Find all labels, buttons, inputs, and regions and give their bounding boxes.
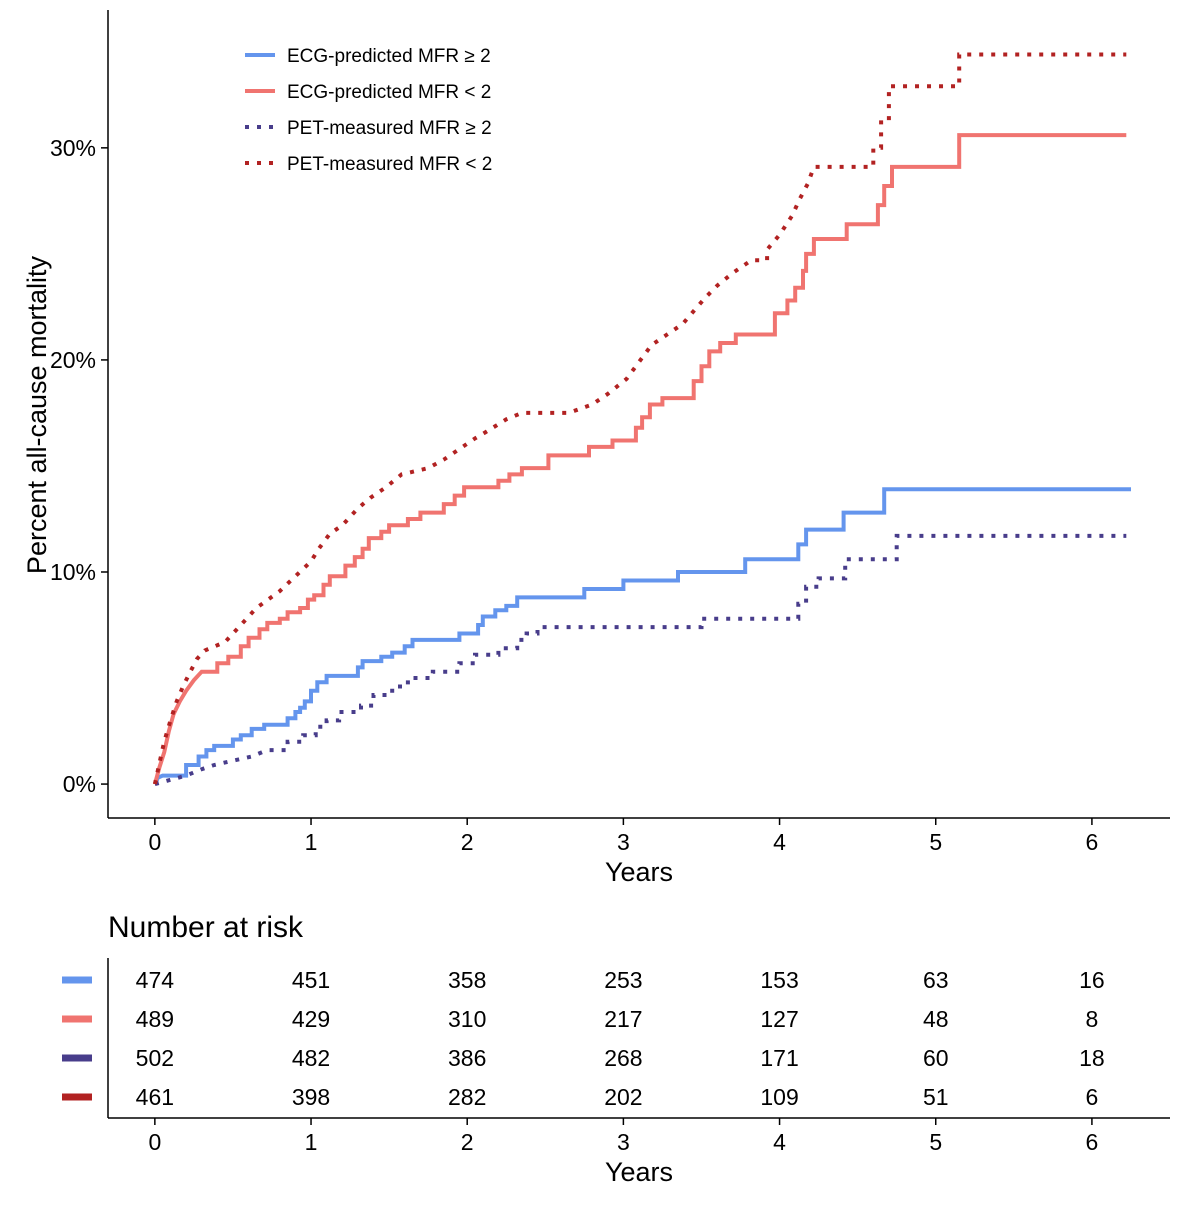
x-tick-label-4: 4: [773, 829, 786, 855]
y-tick-label-0: 0%: [63, 771, 96, 797]
x-tick-label-3: 3: [617, 829, 630, 855]
survival-curves: [152, 52, 1131, 787]
risk-cell-0-2: 358: [448, 967, 486, 993]
y-axis-title: Percent all-cause mortality: [22, 255, 52, 574]
x-axis-title: Years: [605, 857, 673, 887]
legend-label-0: ECG-predicted MFR ≥ 2: [287, 46, 491, 67]
risk-cell-1-0: 489: [136, 1006, 174, 1032]
series-line-2: [154, 533, 1127, 787]
risk-cell-3-6: 6: [1086, 1084, 1099, 1110]
risk-cell-0-3: 253: [604, 967, 642, 993]
series-line-3: [152, 52, 1127, 785]
legend-label-3: PET-measured MFR < 2: [287, 154, 492, 175]
risk-cell-1-2: 310: [448, 1006, 486, 1032]
risk-cell-2-4: 171: [760, 1045, 798, 1071]
main-axes: 0% 10% 20% 30% 0 1 2 3 4 5 6 Years Percent all-cause…: [22, 10, 1170, 887]
risk-cell-3-4: 109: [760, 1084, 798, 1110]
risk-cell-1-4: 127: [760, 1006, 798, 1032]
risk-x-tick-label-6: 6: [1086, 1129, 1099, 1155]
risk-x-axis-title: Years: [605, 1157, 673, 1187]
series-line-0: [153, 487, 1131, 785]
x-tick-label-2: 2: [461, 829, 474, 855]
risk-x-tick-label-4: 4: [773, 1129, 786, 1155]
risk-cell-0-0: 474: [136, 967, 175, 993]
x-tick-label-5: 5: [929, 829, 942, 855]
risk-cell-2-2: 386: [448, 1045, 486, 1071]
risk-x-tick-label-1: 1: [305, 1129, 318, 1155]
risk-table-title: Number at risk: [108, 911, 304, 944]
risk-cell-3-2: 282: [448, 1084, 486, 1110]
y-tick-label-1: 10%: [50, 559, 96, 585]
legend-label-2: PET-measured MFR ≥ 2: [287, 118, 492, 139]
x-tick-label-1: 1: [305, 829, 318, 855]
y-tick-label-2: 20%: [50, 347, 96, 373]
risk-cell-0-1: 451: [292, 967, 330, 993]
risk-cell-2-3: 268: [604, 1045, 642, 1071]
x-tick-label-6: 6: [1086, 829, 1099, 855]
y-tick-label-3: 30%: [50, 135, 96, 161]
risk-cell-3-0: 461: [136, 1084, 174, 1110]
risk-x-tick-label-5: 5: [929, 1129, 942, 1155]
risk-cell-2-1: 482: [292, 1045, 330, 1071]
risk-cell-3-3: 202: [604, 1084, 642, 1110]
risk-cell-1-1: 429: [292, 1006, 330, 1032]
risk-x-tick-label-0: 0: [148, 1129, 161, 1155]
risk-cell-1-5: 48: [923, 1006, 949, 1032]
x-tick-label-0: 0: [148, 829, 161, 855]
legend-label-1: ECG-predicted MFR < 2: [287, 82, 491, 103]
risk-x-tick-label-3: 3: [617, 1129, 630, 1155]
risk-cell-0-5: 63: [923, 967, 949, 993]
risk-cell-3-5: 51: [923, 1084, 949, 1110]
risk-cell-1-6: 8: [1086, 1006, 1099, 1032]
risk-cell-0-6: 16: [1079, 967, 1105, 993]
main-plot: 0% 10% 20% 30% 0 1 2 3 4 5 6 Years Percent all-cause…: [22, 10, 1170, 887]
risk-cell-0-4: 153: [760, 967, 798, 993]
risk-cell-1-3: 217: [604, 1006, 642, 1032]
risk-cell-2-6: 18: [1079, 1045, 1105, 1071]
series-line-1: [152, 133, 1127, 785]
legend: ECG-predicted MFR ≥ 2 ECG-predicted MFR <…: [245, 46, 492, 175]
risk-cell-2-0: 502: [136, 1045, 174, 1071]
risk-cell-2-5: 60: [923, 1045, 949, 1071]
risk-cell-3-1: 398: [292, 1084, 330, 1110]
risk-x-tick-label-2: 2: [461, 1129, 474, 1155]
